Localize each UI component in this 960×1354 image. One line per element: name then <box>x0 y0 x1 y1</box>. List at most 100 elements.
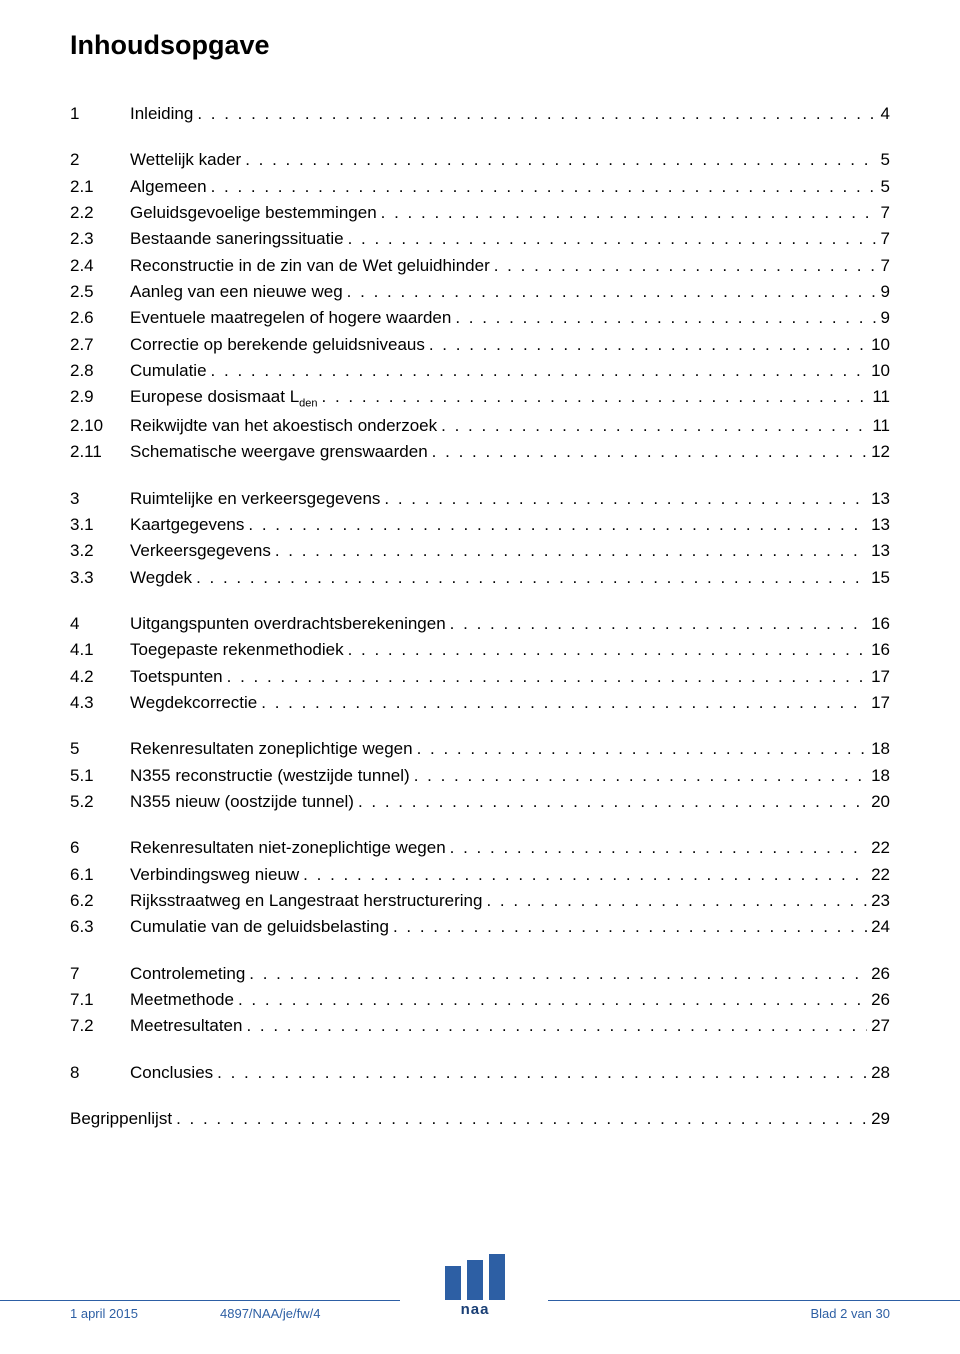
toc-entry: 6.1Verbindingsweg nieuw22 <box>70 862 890 888</box>
toc-label: Kaartgegevens <box>130 512 244 538</box>
toc-entry: 2.9Europese dosismaat Lden11 <box>70 384 890 412</box>
toc-entry: Begrippenlijst29 <box>70 1106 890 1132</box>
toc-label: N355 reconstructie (westzijde tunnel) <box>130 763 410 789</box>
toc-label: Correctie op berekende geluidsniveaus <box>130 332 425 358</box>
footer-reference: 4897/NAA/je/fw/4 <box>220 1306 320 1321</box>
toc-number: 4.1 <box>70 637 130 663</box>
toc-leader-dots <box>446 835 867 861</box>
toc-label: Ruimtelijke en verkeersgegevens <box>130 486 380 512</box>
toc-leader-dots <box>213 1060 867 1086</box>
toc-entry: 4.2Toetspunten17 <box>70 664 890 690</box>
toc-number: 2.7 <box>70 332 130 358</box>
toc-entry: 3.2Verkeersgegevens13 <box>70 538 890 564</box>
table-of-contents: 1Inleiding42Wettelijk kader52.1Algemeen5… <box>70 101 890 1132</box>
toc-number: 3.1 <box>70 512 130 538</box>
toc-leader-dots <box>425 332 867 358</box>
toc-label: Cumulatie van de geluidsbelasting <box>130 914 389 940</box>
toc-entry: 4Uitgangspunten overdrachtsberekeningen1… <box>70 611 890 637</box>
toc-page-number: 17 <box>867 690 890 716</box>
toc-page-number: 5 <box>877 174 890 200</box>
toc-page-number: 13 <box>867 538 890 564</box>
toc-number: 2.11 <box>70 439 130 465</box>
toc-leader-dots <box>257 690 867 716</box>
toc-entry: 4.1Toegepaste rekenmethodiek 16 <box>70 637 890 663</box>
toc-number: 2 <box>70 147 130 173</box>
toc-leader-dots <box>451 305 876 331</box>
page-title: Inhoudsopgave <box>70 30 890 61</box>
toc-leader-dots <box>242 1013 867 1039</box>
toc-group: 2Wettelijk kader52.1Algemeen52.2Geluidsg… <box>70 147 890 465</box>
toc-number: 3.3 <box>70 565 130 591</box>
toc-number: 2.5 <box>70 279 130 305</box>
toc-label: Aanleg van een nieuwe weg <box>130 279 343 305</box>
toc-label: Rekenresultaten zoneplichtige wegen <box>130 736 413 762</box>
toc-label: Cumulatie <box>130 358 207 384</box>
toc-leader-dots <box>377 200 877 226</box>
toc-page-number: 12 <box>867 439 890 465</box>
toc-label: Controlemeting <box>130 961 245 987</box>
toc-group: 6Rekenresultaten niet-zoneplichtige wege… <box>70 835 890 940</box>
toc-page-number: 7 <box>877 226 890 252</box>
toc-page-number: 29 <box>867 1106 890 1132</box>
toc-leader-dots <box>354 789 867 815</box>
toc-label-subscript: den <box>299 398 317 410</box>
toc-leader-dots <box>223 664 867 690</box>
toc-label: Schematische weergave grenswaarden <box>130 439 428 465</box>
toc-page-number: 7 <box>877 200 890 226</box>
toc-leader-dots <box>207 174 877 200</box>
toc-label: Reconstructie in de zin van de Wet gelui… <box>130 253 490 279</box>
toc-leader-dots <box>344 637 867 663</box>
toc-page-number: 11 <box>868 413 890 439</box>
toc-entry: 7.1Meetmethode26 <box>70 987 890 1013</box>
toc-label: Toegepaste rekenmethodiek <box>130 637 344 663</box>
toc-label: Rijksstraatweg en Langestraat herstructu… <box>130 888 482 914</box>
toc-page-number: 28 <box>867 1060 890 1086</box>
toc-page-number: 27 <box>867 1013 890 1039</box>
toc-group: 5Rekenresultaten zoneplichtige wegen18 5.… <box>70 736 890 815</box>
toc-page-number: 10 <box>867 332 890 358</box>
toc-label: Algemeen <box>130 174 207 200</box>
naa-logo: naa <box>425 1254 535 1321</box>
toc-entry: 2.11Schematische weergave grenswaarden 12 <box>70 439 890 465</box>
toc-entry: 5Rekenresultaten zoneplichtige wegen18 <box>70 736 890 762</box>
toc-entry: 6.3Cumulatie van de geluidsbelasting24 <box>70 914 890 940</box>
toc-entry: 3.3Wegdek15 <box>70 565 890 591</box>
toc-number: 2.6 <box>70 305 130 331</box>
toc-leader-dots <box>271 538 867 564</box>
toc-page-number: 11 <box>868 384 890 410</box>
toc-entry: 1Inleiding4 <box>70 101 890 127</box>
toc-label: Eventuele maatregelen of hogere waarden <box>130 305 451 331</box>
toc-number: 3.2 <box>70 538 130 564</box>
toc-leader-dots <box>437 413 868 439</box>
toc-entry: 6.2Rijksstraatweg en Langestraat herstru… <box>70 888 890 914</box>
toc-entry: 2.1Algemeen5 <box>70 174 890 200</box>
toc-leader-dots <box>192 565 867 591</box>
toc-page-number: 16 <box>867 637 890 663</box>
toc-number: 7.2 <box>70 1013 130 1039</box>
toc-leader-dots <box>490 253 877 279</box>
toc-entry: 2.4Reconstructie in de zin van de Wet ge… <box>70 253 890 279</box>
toc-leader-dots <box>193 101 876 127</box>
toc-entry: 2.8Cumulatie10 <box>70 358 890 384</box>
toc-label: Wettelijk kader <box>130 147 241 173</box>
toc-label: Conclusies <box>130 1060 213 1086</box>
toc-entry: 2.7Correctie op berekende geluidsniveaus… <box>70 332 890 358</box>
toc-page-number: 26 <box>867 961 890 987</box>
page-content: Inhoudsopgave 1Inleiding4 2Wettelijk kade… <box>0 0 960 1132</box>
toc-number: 4.3 <box>70 690 130 716</box>
toc-group: 4Uitgangspunten overdrachtsberekeningen1… <box>70 611 890 716</box>
toc-number: 2.2 <box>70 200 130 226</box>
toc-label: Meetmethode <box>130 987 234 1013</box>
toc-leader-dots <box>299 862 867 888</box>
toc-page-number: 10 <box>867 358 890 384</box>
toc-entry: 2Wettelijk kader5 <box>70 147 890 173</box>
toc-entry: 5.2N355 nieuw (oostzijde tunnel)20 <box>70 789 890 815</box>
toc-leader-dots <box>207 358 868 384</box>
toc-page-number: 18 <box>867 763 890 789</box>
toc-entry: 2.6Eventuele maatregelen of hogere waard… <box>70 305 890 331</box>
toc-page-number: 9 <box>877 279 890 305</box>
toc-leader-dots <box>343 279 877 305</box>
toc-leader-dots <box>172 1106 867 1132</box>
toc-page-number: 26 <box>867 987 890 1013</box>
toc-leader-dots <box>482 888 867 914</box>
